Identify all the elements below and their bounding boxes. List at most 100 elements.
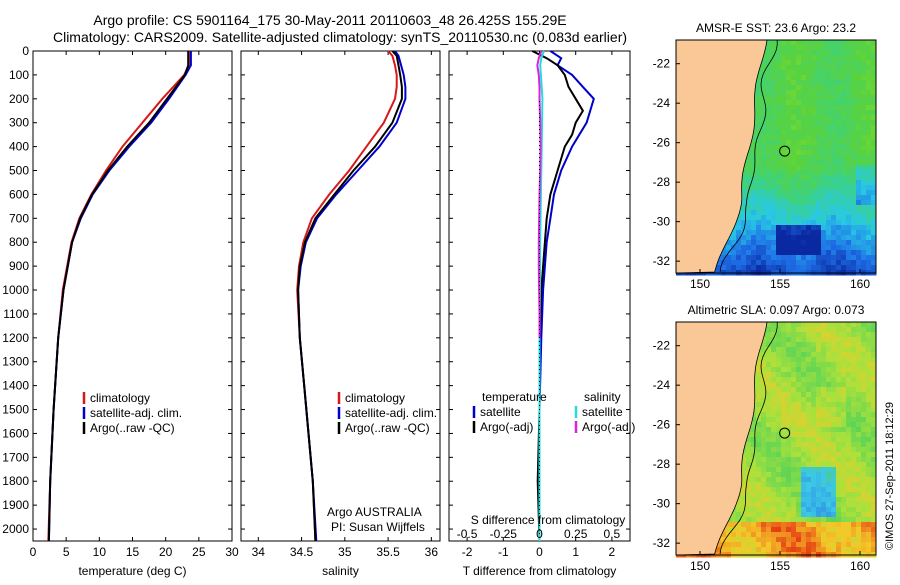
map-cell — [856, 150, 862, 156]
map-cell — [806, 120, 812, 126]
map-cell — [836, 472, 842, 478]
map-cell — [751, 502, 757, 508]
map-cell — [761, 397, 767, 403]
map-cell — [766, 322, 772, 328]
map-cell — [771, 115, 777, 121]
map-cell — [826, 260, 832, 266]
map-cell — [841, 45, 847, 51]
map-cell — [736, 260, 742, 266]
map-cell — [761, 205, 767, 211]
map-cell — [821, 170, 827, 176]
map-cell — [811, 265, 817, 271]
map-cell — [731, 542, 737, 548]
map-cell — [836, 220, 842, 226]
map-cell — [866, 517, 872, 523]
map-cell — [836, 542, 842, 548]
map-cell — [871, 322, 877, 328]
map-cell — [801, 422, 807, 428]
map-cell — [771, 357, 777, 363]
map-cell — [861, 542, 867, 548]
map-cell — [796, 195, 802, 201]
map-cell — [776, 170, 782, 176]
map-cell — [831, 260, 837, 266]
map-cell — [796, 367, 802, 373]
map-cell — [801, 452, 807, 458]
map-cell — [776, 175, 782, 181]
map-cell — [841, 517, 847, 523]
y-tick-label: 2000 — [2, 522, 29, 536]
map-cell — [866, 60, 872, 66]
map-cell — [846, 517, 852, 523]
map-cell — [776, 240, 782, 246]
map-cell — [721, 250, 727, 256]
map-cell — [856, 392, 862, 398]
map-cell — [816, 100, 822, 106]
map-cell — [781, 352, 787, 358]
map-cell — [851, 95, 857, 101]
map-cell — [801, 125, 807, 131]
map-cell — [786, 70, 792, 76]
map-cell — [866, 387, 872, 393]
map-cell — [866, 230, 872, 236]
map-cell — [831, 175, 837, 181]
map-cell — [746, 452, 752, 458]
map-cell — [766, 90, 772, 96]
map-cell — [791, 502, 797, 508]
map-cell — [831, 100, 837, 106]
map-cell — [806, 512, 812, 518]
map-cell — [761, 372, 767, 378]
map-cell — [756, 542, 762, 548]
map-cell — [826, 392, 832, 398]
map-cell — [846, 105, 852, 111]
map-cell — [741, 457, 747, 463]
map-cell — [806, 537, 812, 543]
map-cell — [791, 235, 797, 241]
map-cell — [841, 185, 847, 191]
map-cell — [826, 442, 832, 448]
map-cell — [811, 160, 817, 166]
map-cell — [761, 497, 767, 503]
map-cell — [751, 200, 757, 206]
map-cell — [811, 255, 817, 261]
map-cell — [831, 472, 837, 478]
map-cell — [831, 392, 837, 398]
map-cell — [776, 362, 782, 368]
map-cell — [851, 327, 857, 333]
map-cell — [836, 70, 842, 76]
map-cell — [786, 397, 792, 403]
map-cell — [846, 537, 852, 543]
map-cell — [846, 40, 852, 46]
map-cells — [676, 40, 877, 276]
map-cell — [831, 240, 837, 246]
map-cell — [786, 110, 792, 116]
map-cell — [746, 250, 752, 256]
map-cell — [801, 387, 807, 393]
map-cell — [801, 427, 807, 433]
map-cell — [741, 477, 747, 483]
y-tick-label: 400 — [9, 140, 29, 154]
map-cell — [796, 55, 802, 61]
map-cell — [821, 322, 827, 328]
map-cell — [866, 110, 872, 116]
map-cell — [761, 85, 767, 91]
map-cell — [756, 392, 762, 398]
map-cell — [856, 60, 862, 66]
map-cell — [776, 422, 782, 428]
map-cell — [796, 422, 802, 428]
map-cell — [801, 392, 807, 398]
map-cell — [846, 155, 852, 161]
map-cell — [836, 265, 842, 271]
map-cell — [766, 60, 772, 66]
map-cell — [851, 487, 857, 493]
map-cell — [771, 265, 777, 271]
map-cell — [826, 322, 832, 328]
map-cell — [861, 205, 867, 211]
map-cell — [761, 467, 767, 473]
map-cell — [831, 195, 837, 201]
map-cell — [816, 165, 822, 171]
map-cell — [741, 230, 747, 236]
map-cell — [806, 442, 812, 448]
map-cell — [856, 190, 862, 196]
map-cell — [796, 517, 802, 523]
map-cell — [871, 502, 877, 508]
